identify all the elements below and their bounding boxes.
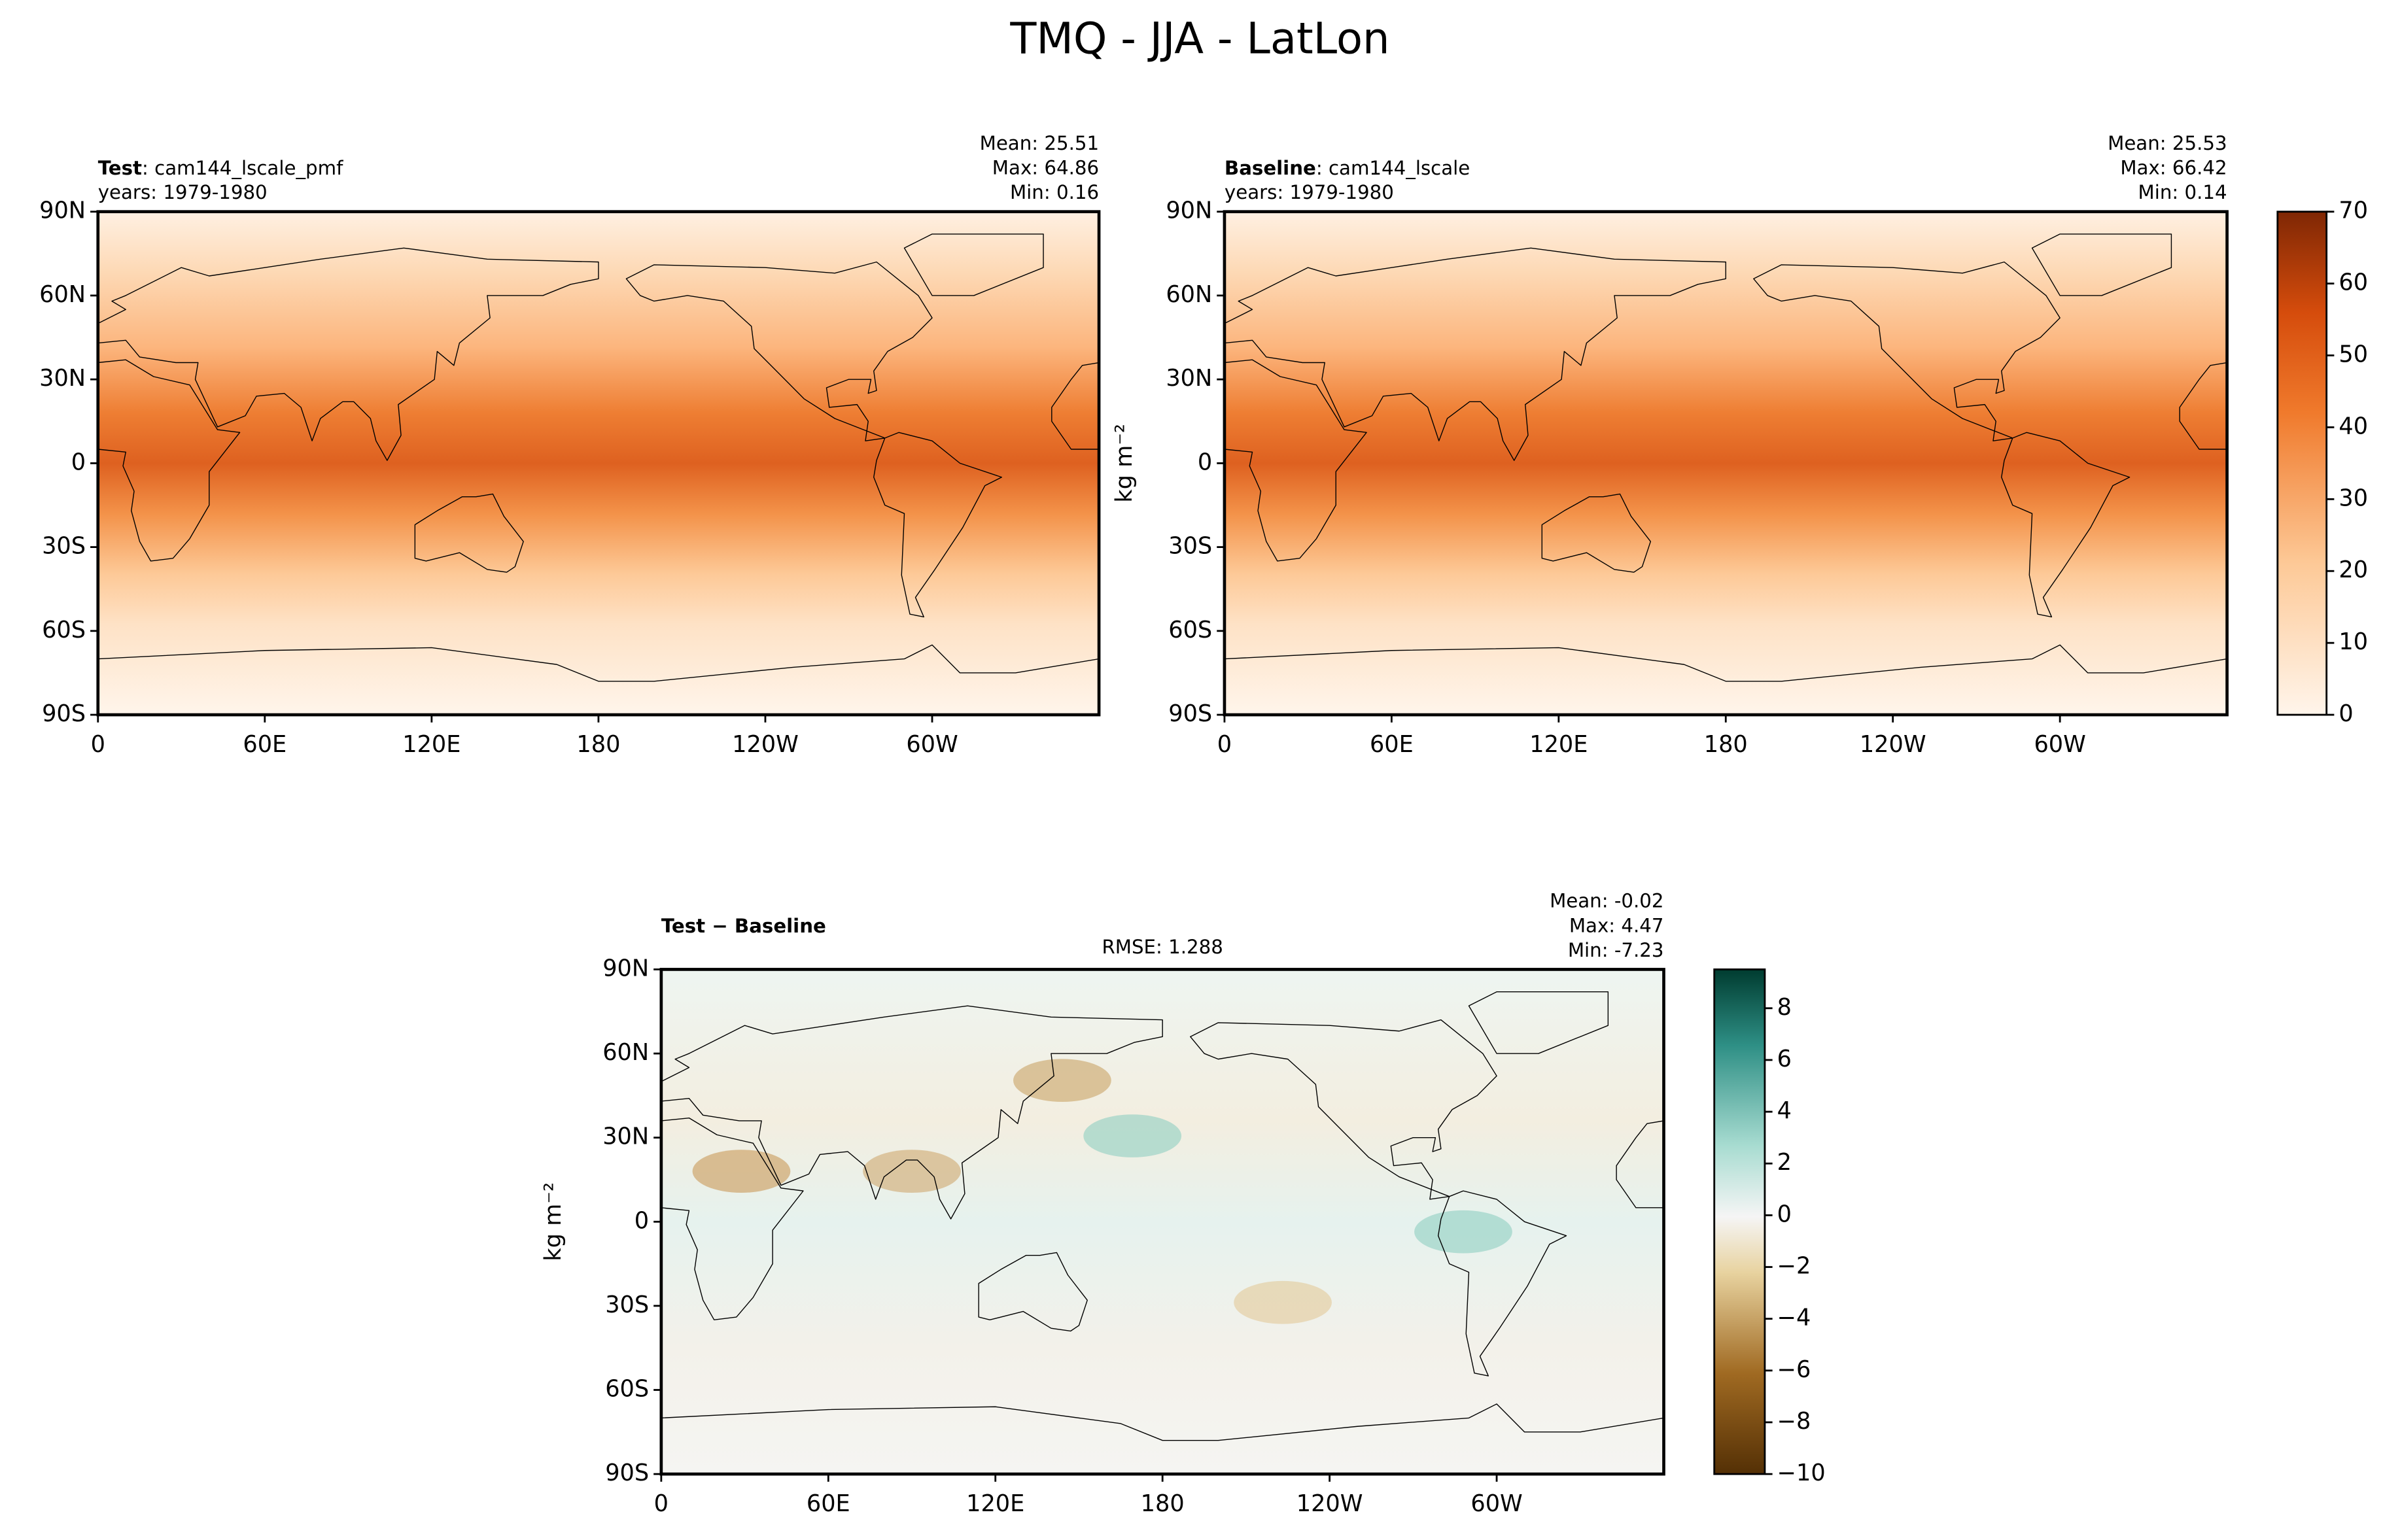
colorbar-tick-label: −2	[1777, 1253, 1811, 1280]
x-tick-label: 120W	[1296, 1490, 1363, 1517]
y-tick-label: 30S	[42, 533, 86, 560]
colorbar-tick-label: 10	[2339, 628, 2368, 655]
panel-label-name: Test − Baseline	[661, 914, 826, 936]
panel-label-name: Test	[98, 156, 142, 179]
x-tick-label: 60W	[1470, 1490, 1522, 1517]
x-tick-label: 180	[576, 731, 620, 758]
colorbar	[1713, 968, 1766, 1475]
colorbar-tick-label: 2	[1777, 1149, 1792, 1176]
colorbar	[2276, 211, 2328, 716]
colorbar-tick-label: 0	[2339, 700, 2353, 727]
x-tick-label: 120W	[1860, 731, 1926, 758]
stat: Min: 0.14	[2138, 181, 2227, 203]
colorbar-tick-label: −10	[1777, 1460, 1826, 1486]
anomaly-blob	[1234, 1280, 1332, 1324]
x-tick-label: 60E	[243, 731, 287, 758]
stat: Max: 64.86	[992, 156, 1099, 179]
y-tick-label: 60S	[42, 617, 86, 643]
y-tick-label: 0	[1198, 449, 1212, 475]
colorbar-tick-label: −6	[1777, 1356, 1811, 1383]
y-tick-label: 30S	[1168, 533, 1212, 560]
x-tick-label: 120W	[732, 731, 799, 758]
map-area	[1224, 211, 2227, 715]
colorbar-tick-label: 50	[2339, 341, 2368, 368]
y-tick-label: 60S	[605, 1375, 649, 1402]
y-tick-label: 60N	[602, 1039, 649, 1066]
run-name: : cam144_lscale_pmf	[142, 156, 343, 179]
y-tick-label: 0	[635, 1207, 649, 1234]
years: years: 1979-1980	[1225, 181, 1394, 203]
x-tick-label: 180	[1704, 731, 1748, 758]
panel-label: Test − Baseline	[661, 914, 826, 936]
y-tick-label: 90N	[39, 197, 86, 224]
y-tick-label: 0	[71, 449, 86, 475]
colorbar-tick-label: 6	[1777, 1046, 1792, 1072]
colorbar-tick-label: 70	[2339, 197, 2368, 224]
stat: Mean: -0.02	[1550, 890, 1663, 912]
y-tick-label: 90S	[605, 1460, 649, 1486]
y-tick-label: 60S	[1168, 617, 1212, 643]
colorbar-tick-label: −4	[1777, 1305, 1811, 1331]
x-tick-label: 60E	[1370, 731, 1414, 758]
figure-title: TMQ - JJA - LatLon	[1009, 14, 1389, 63]
stat: Min: -7.23	[1568, 939, 1664, 961]
run-name: : cam144_lscale	[1316, 156, 1470, 179]
stat: Min: 0.16	[1010, 181, 1099, 203]
x-tick-label: 120E	[402, 731, 461, 758]
y-tick-label: 90N	[1166, 197, 1212, 224]
rmse: RMSE: 1.288	[1102, 936, 1223, 958]
x-tick-label: 60W	[906, 731, 958, 758]
x-tick-label: 120E	[966, 1490, 1024, 1517]
stat: Max: 4.47	[1569, 914, 1664, 936]
units: kg m⁻²	[540, 1182, 566, 1261]
field	[1224, 211, 2227, 715]
y-tick-label: 90S	[42, 700, 86, 727]
colorbar-tick-label: 4	[1777, 1097, 1792, 1124]
x-tick-label: 0	[654, 1490, 669, 1517]
stat: Mean: 25.53	[2108, 132, 2227, 154]
x-tick-label: 60W	[2034, 731, 2085, 758]
x-tick-label: 120E	[1529, 731, 1588, 758]
colorbar-tick-label: 8	[1777, 994, 1792, 1021]
panel-label: Test: cam144_lscale_pmf	[98, 156, 343, 179]
y-tick-label: 60N	[39, 281, 86, 308]
stat: Mean: 25.51	[980, 132, 1099, 154]
y-tick-label: 30S	[605, 1292, 649, 1318]
stat: Max: 66.42	[2120, 156, 2227, 179]
anomaly-blob	[692, 1150, 791, 1193]
x-tick-label: 0	[91, 731, 105, 758]
colorbar-tick-label: 30	[2339, 485, 2368, 511]
y-tick-label: 90N	[602, 955, 649, 982]
anomaly-blob	[1083, 1114, 1182, 1157]
panel-label-name: Baseline	[1225, 156, 1316, 179]
panel-label: Baseline: cam144_lscale	[1225, 156, 1470, 179]
colorbar-tick-label: 0	[1777, 1201, 1792, 1227]
anomaly-blob	[1013, 1059, 1111, 1103]
x-tick-label: 60E	[807, 1490, 850, 1517]
anomaly-blob	[1414, 1210, 1512, 1254]
units: kg m⁻²	[1111, 424, 1138, 503]
y-tick-label: 30N	[39, 365, 86, 392]
x-tick-label: 180	[1141, 1490, 1185, 1517]
anomaly-blob	[863, 1150, 961, 1193]
y-tick-label: 30N	[1166, 365, 1212, 392]
y-tick-label: 60N	[1166, 281, 1212, 308]
years: years: 1979-1980	[98, 181, 268, 203]
field	[661, 969, 1664, 1475]
y-tick-label: 30N	[602, 1123, 649, 1150]
field	[97, 211, 1100, 715]
colorbar-tick-label: −8	[1777, 1408, 1811, 1435]
y-tick-label: 90S	[1168, 700, 1212, 727]
map-area	[661, 969, 1664, 1474]
colorbar-tick-label: 60	[2339, 269, 2368, 296]
colorbar-tick-label: 20	[2339, 556, 2368, 583]
map-area	[97, 211, 1100, 715]
x-tick-label: 0	[1217, 731, 1232, 758]
colorbar-tick-label: 40	[2339, 413, 2368, 439]
